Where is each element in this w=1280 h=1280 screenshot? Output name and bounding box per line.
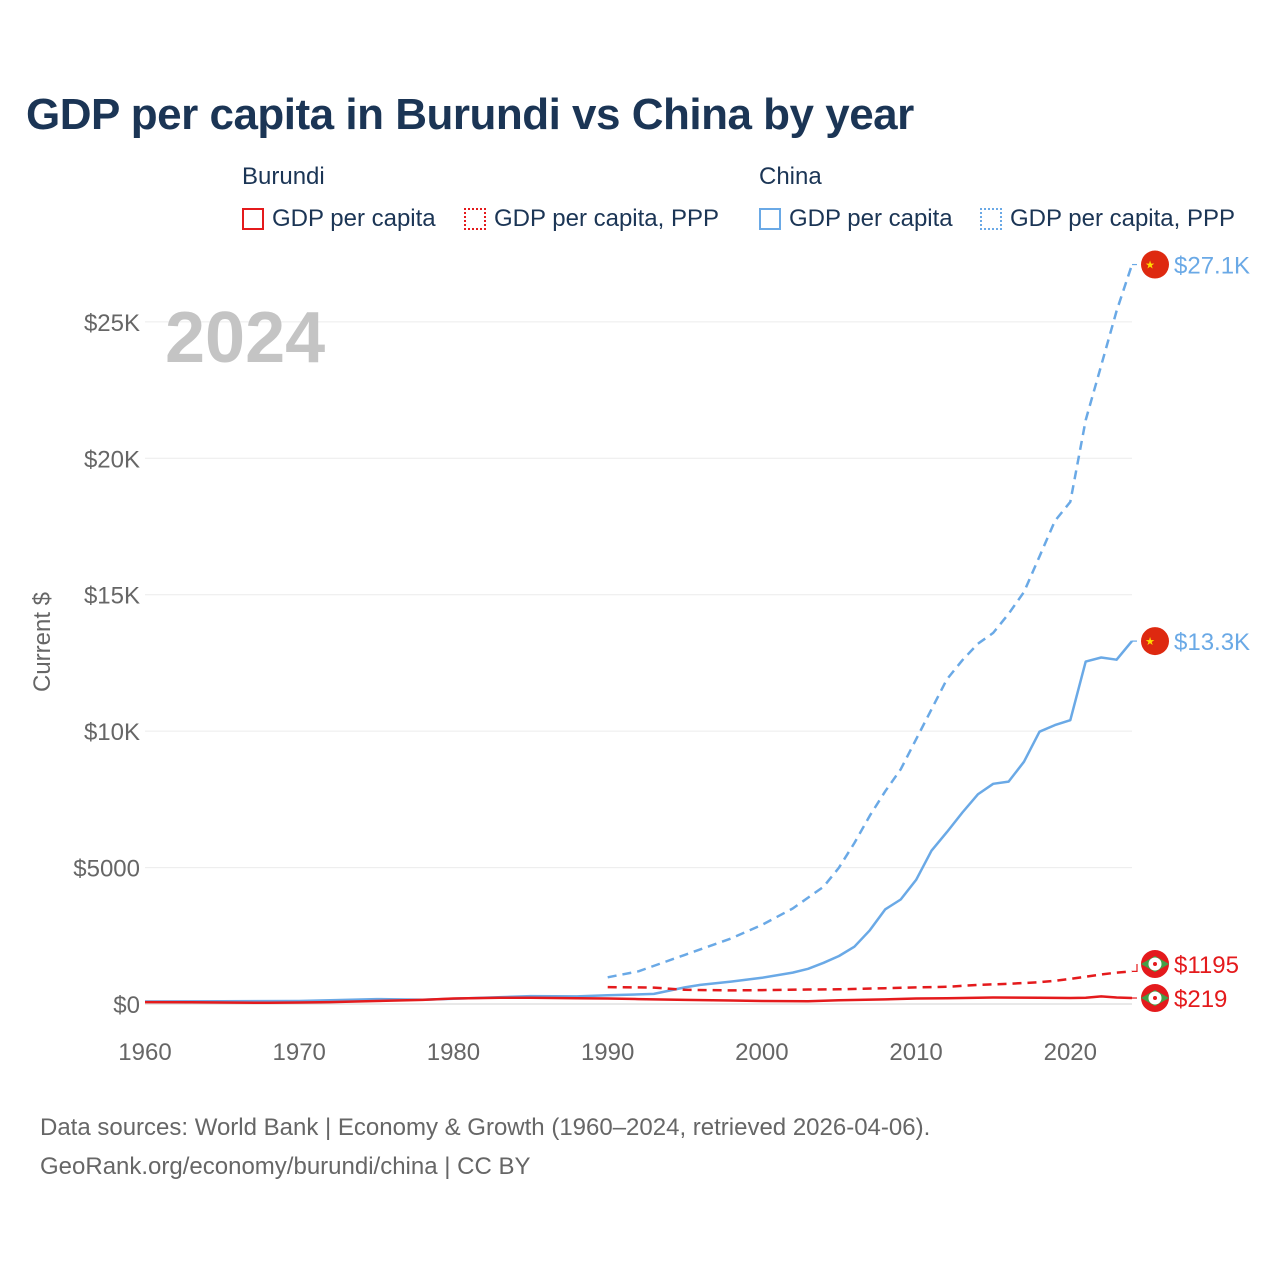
y-axis-ticks: $0 $5000 $10K $15K $20K $25K	[73, 310, 140, 1019]
flag-star: ★	[1145, 636, 1155, 648]
legend-item-china-gdp-ppp[interactable]: GDP per capita, PPP	[980, 205, 1235, 233]
flag-star-dot	[1153, 962, 1157, 967]
data-sources: Data sources: World Bank | Economy & Gro…	[40, 1108, 930, 1186]
x-tick-label: 2020	[1044, 1039, 1097, 1066]
legend-item-label: GDP per capita, PPP	[494, 205, 719, 232]
flag-star: ★	[1145, 260, 1155, 272]
x-tick-label: 1970	[273, 1039, 326, 1066]
legend-item-label: GDP per capita	[272, 205, 436, 232]
line-chart: 2024 $0 $5000 $10K $15K $20K $25K 1960 1970 198…	[29, 250, 1250, 1066]
y-axis-label: Current $	[29, 592, 56, 692]
y-tick-label: $20K	[84, 446, 140, 473]
burundi-flag-icon	[1132, 950, 1169, 979]
legend-item-label: GDP per capita	[789, 205, 953, 232]
end-value-label: $13.3K	[1174, 629, 1250, 656]
legend-swatch-dotted-red	[464, 208, 486, 230]
grid-lines	[145, 321, 1132, 1005]
y-tick-label: $0	[113, 992, 140, 1019]
leader-line	[1132, 964, 1138, 972]
series-line-burundi-gdp[interactable]	[144, 995, 1133, 1005]
legend-country-china: China	[759, 163, 822, 190]
series-line-china-gdp[interactable]	[144, 640, 1133, 1003]
end-value-label: $1195	[1174, 952, 1239, 979]
sources-line-1: Data sources: World Bank | Economy & Gro…	[40, 1114, 931, 1141]
burundi-flag-icon	[1132, 984, 1169, 1013]
legend-item-burundi-gdp[interactable]: GDP per capita	[242, 205, 436, 233]
legend-item-label: GDP per capita, PPP	[1010, 205, 1235, 232]
year-watermark: 2024	[165, 298, 325, 378]
legend-country-burundi: Burundi	[242, 163, 325, 190]
chart-title: GDP per capita in Burundi vs China by ye…	[26, 90, 914, 139]
china-flag-icon: ★	[1132, 627, 1169, 656]
y-tick-label: $25K	[84, 310, 140, 337]
x-axis-ticks: 1960 1970 1980 1990 2000 2010 2020	[118, 1039, 1097, 1066]
flag-disc	[1141, 250, 1169, 279]
flag-disc	[1141, 627, 1169, 656]
series-line-burundi-ppp[interactable]	[607, 970, 1133, 992]
legend-swatch-solid-blue	[759, 208, 781, 230]
y-tick-label: $15K	[84, 583, 140, 610]
x-tick-label: 2000	[735, 1039, 788, 1066]
series-lines	[144, 264, 1134, 1005]
x-tick-label: 1960	[118, 1039, 171, 1066]
sources-line-2[interactable]: GeoRank.org/economy/burundi/china | CC B…	[40, 1153, 531, 1180]
end-value-label: $27.1K	[1174, 253, 1250, 280]
y-tick-label: $10K	[84, 719, 140, 746]
legend-item-burundi-gdp-ppp[interactable]: GDP per capita, PPP	[464, 205, 719, 233]
y-tick-label: $5000	[73, 856, 140, 883]
flag-star-dot	[1153, 996, 1157, 1001]
end-value-label: $219	[1174, 986, 1227, 1013]
x-tick-label: 1980	[427, 1039, 480, 1066]
series-line-china-ppp[interactable]	[607, 264, 1134, 979]
china-flag-icon: ★	[1132, 250, 1169, 279]
x-tick-label: 2010	[889, 1039, 942, 1066]
x-tick-label: 1990	[581, 1039, 634, 1066]
legend-swatch-solid-red	[242, 208, 264, 230]
legend-swatch-dotted-blue	[980, 208, 1002, 230]
series-end-labels: $219 $1195 ★ $13.3K ★ $27.1K	[1132, 250, 1250, 1013]
legend-item-china-gdp[interactable]: GDP per capita	[759, 205, 953, 233]
